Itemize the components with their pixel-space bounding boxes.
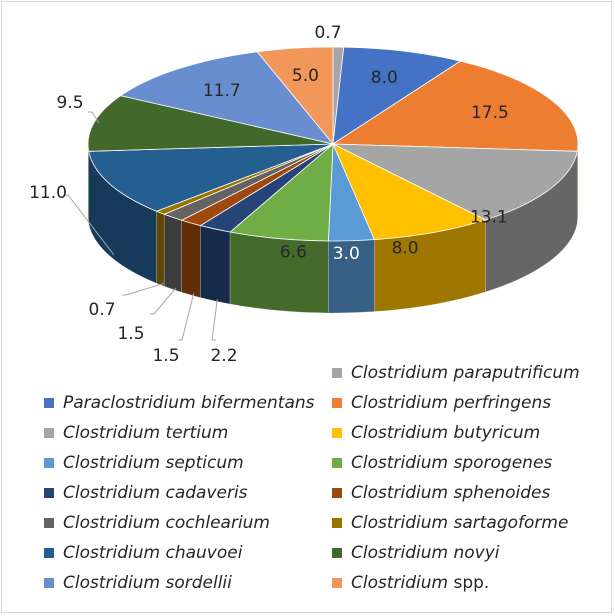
data-label-clostridium-sphenoides: 1.5 — [152, 346, 179, 366]
leader-line-clostridium-sphenoides — [178, 293, 195, 341]
pie-slice-paraclostridium-bifermentans[interactable] — [332, 46, 461, 145]
pie-side-clostridium-cochlearium — [163, 213, 182, 293]
pie-slice-clostridium-perfringens[interactable] — [332, 60, 579, 152]
pie-slice-clostridium-novyi[interactable] — [87, 95, 334, 152]
pie-side-clostridium-sphenoides — [181, 219, 201, 298]
leader-line-clostridium-novyi — [88, 111, 100, 124]
pie-side-clostridium-sartagoforme — [156, 210, 165, 287]
pie-slice-clostridium-chauvoei[interactable] — [88, 143, 334, 212]
data-label-clostridium-sordellii: 11.7 — [203, 81, 241, 101]
leader-line-clostridium-chauvoei — [64, 194, 115, 256]
leader-lines — [64, 111, 218, 341]
data-label-clostridium-septicum: 3.0 — [333, 244, 360, 264]
pie-slice-clostridium-butyricum[interactable] — [332, 143, 486, 241]
pie-slice-clostridium-spp[interactable] — [256, 46, 334, 145]
leader-line-clostridium-sartagoforme — [122, 282, 164, 296]
leader-line-clostridium-cochlearium — [150, 287, 177, 315]
data-label-clostridium-paraputrificum: 0.7 — [314, 23, 341, 43]
pie-sides — [87, 143, 579, 314]
data-label-clostridium-perfringens: 17.5 — [471, 103, 509, 123]
pie-top-faces — [87, 46, 579, 242]
data-label-clostridium-butyricum: 8.0 — [392, 238, 419, 258]
data-label-paraclostridium-bifermentans: 8.0 — [371, 68, 398, 88]
data-label-clostridium-sporogenes: 6.6 — [280, 243, 307, 263]
leader-line-clostridium-cadaveris — [211, 299, 218, 341]
data-labels: 0.78.017.513.18.03.06.62.21.51.50.711.09… — [29, 23, 509, 366]
data-label-clostridium-spp: 5.0 — [292, 66, 319, 86]
pie-side-clostridium-cadaveris — [200, 225, 231, 305]
data-label-clostridium-chauvoei: 11.0 — [29, 183, 67, 203]
data-label-clostridium-cochlearium: 1.5 — [117, 324, 144, 344]
pie-slice-clostridium-tertium[interactable] — [332, 143, 578, 221]
data-label-clostridium-cadaveris: 2.2 — [210, 346, 237, 366]
data-label-clostridium-novyi: 9.5 — [56, 93, 83, 113]
pie-slice-clostridium-sordellii[interactable] — [120, 51, 334, 145]
data-label-clostridium-sartagoforme: 0.7 — [88, 300, 115, 320]
data-label-clostridium-tertium: 13.1 — [470, 207, 508, 227]
